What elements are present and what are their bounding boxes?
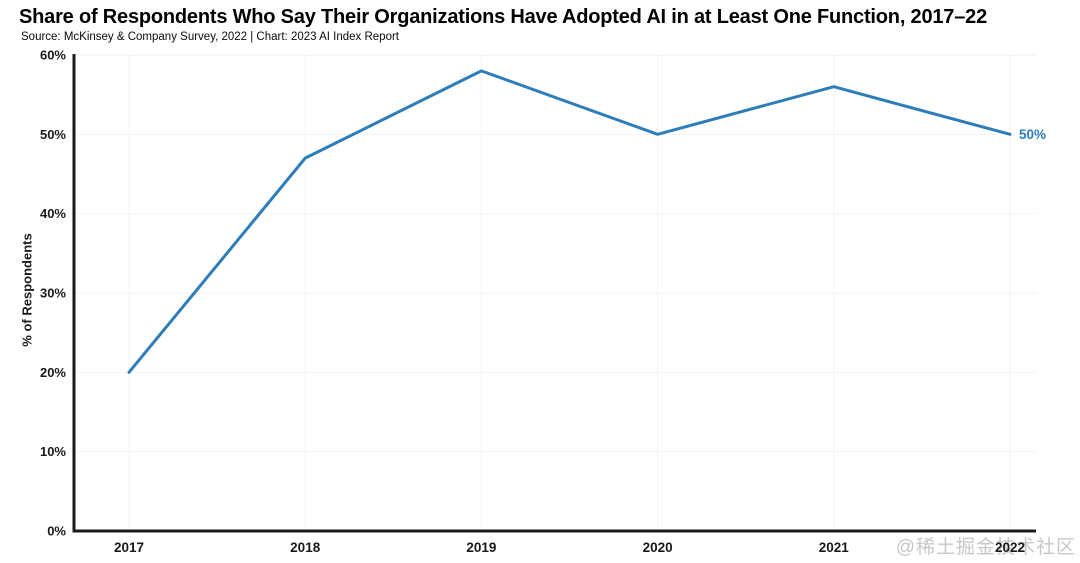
y-tick-label: 50%	[40, 127, 66, 142]
y-tick-label: 60%	[40, 48, 66, 63]
x-tick-label: 2018	[290, 540, 321, 555]
x-tick-label: 2017	[114, 540, 144, 555]
y-axis-title: % of Respondents	[19, 233, 35, 347]
y-tick-label: 0%	[47, 524, 66, 539]
chart-source-caption: Source: McKinsey & Company Survey, 2022 …	[21, 31, 399, 43]
y-tick-label: 20%	[40, 365, 66, 380]
y-tick-label: 40%	[40, 206, 66, 221]
data-line-series	[127, 69, 1012, 374]
chart-title: Share of Respondents Who Say Their Organ…	[19, 6, 987, 28]
watermark: @稀土掘金技术社区	[895, 537, 1076, 558]
y-tick-label: 30%	[40, 286, 66, 301]
x-tick-label: 2020	[643, 540, 673, 555]
end-value-label: 50%	[1019, 127, 1046, 142]
x-tick-label: 2021	[819, 540, 850, 555]
y-tick-label: 10%	[40, 444, 66, 459]
x-tick-label: 2022	[995, 540, 1025, 555]
x-tick-label: 2019	[466, 540, 496, 555]
